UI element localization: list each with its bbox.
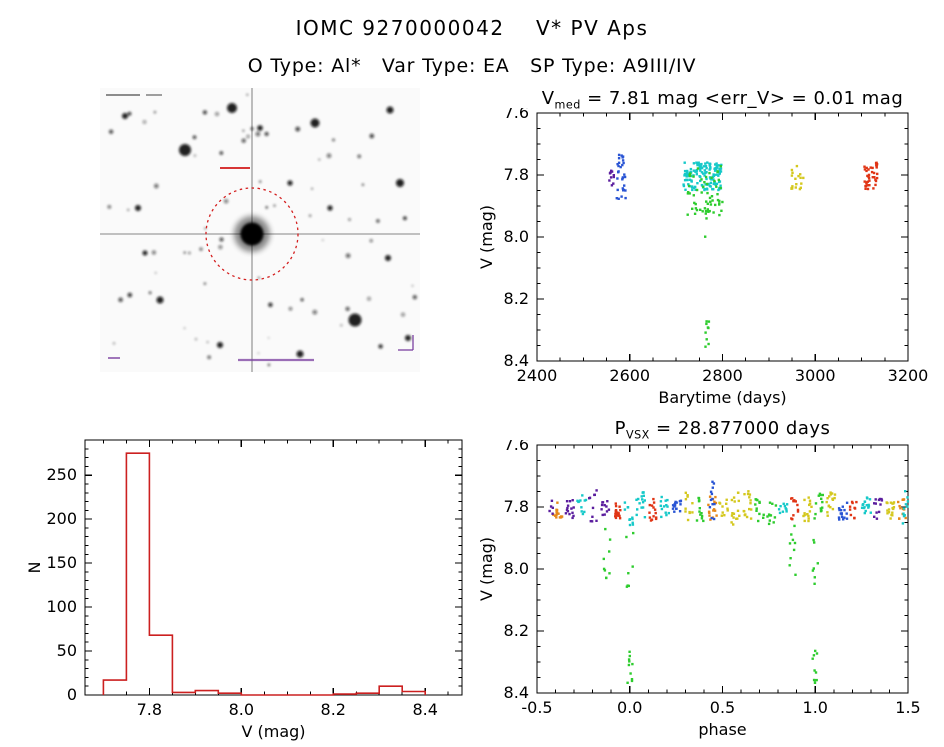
y-axis-label: V (mag) [477, 205, 496, 269]
y-tick-label: 8.2 [504, 289, 529, 308]
axes-frame [536, 112, 909, 362]
y-tick-label: 7.8 [504, 165, 529, 184]
y-tick-label: 7.6 [504, 440, 529, 454]
finder-chart-image [100, 88, 420, 372]
target-star [234, 216, 270, 252]
y-tick-label: 150 [46, 553, 77, 572]
y-tick-label: 0 [67, 685, 77, 704]
x-tick-label: 7.8 [137, 700, 162, 719]
x-tick-label: 8.0 [229, 700, 254, 719]
lightcurve-title-subscript: med [554, 98, 581, 112]
y-tick-label: 200 [46, 509, 77, 528]
y-tick-label: 250 [46, 465, 77, 484]
aperture-circle [205, 187, 299, 281]
lightcurve-title-prefix: V [541, 88, 555, 109]
y-tick-label: 8.0 [504, 559, 529, 578]
axes-frame [84, 439, 463, 696]
star-field [107, 93, 417, 367]
x-tick-label: 2400 [517, 366, 558, 385]
x-tick-label: 2600 [609, 366, 650, 385]
y-axis-label: N [25, 562, 44, 574]
phase-title: PVSX = 28.877000 days [537, 418, 908, 442]
data-points [608, 153, 879, 348]
x-tick-label: 0.0 [617, 698, 642, 717]
lightcurve-title-rest: = 7.81 mag <err_V> = 0.01 mag [580, 88, 904, 109]
page-title: IOMC 9270000042 V* PV Aps [295, 16, 649, 40]
lightcurve-plot: 2400 2600 2800 3000 3200 7.6 7.8 8.0 8.2 8.4 Baryt… [477, 108, 929, 407]
histogram-plot: 7.8 8.0 8.2 8.4 0 50 100 150 200 250 V (mag) N [25, 439, 463, 741]
histogram-steps [102, 452, 426, 696]
x-tick-label: 2800 [702, 366, 743, 385]
x-axis-label: Barytime (days) [658, 388, 786, 407]
axes [536, 112, 909, 362]
y-tick-label: 8.0 [504, 227, 529, 246]
x-tick-label: 3200 [888, 366, 929, 385]
phase-title-prefix: P [614, 418, 626, 439]
y-tick-label: 8.4 [504, 683, 529, 702]
y-tick-label: 100 [46, 597, 77, 616]
lightcurve-chart: Vmed = 7.81 mag <err_V> = 0.01 mag 2400 2… [470, 88, 944, 418]
x-tick-label: 8.4 [412, 700, 437, 719]
axes [84, 439, 463, 696]
x-axis-label: phase [698, 720, 746, 739]
y-axis-label: V (mag) [477, 537, 496, 601]
lightcurve-title: Vmed = 7.81 mag <err_V> = 0.01 mag [537, 88, 908, 112]
y-tick-label: 8.2 [504, 621, 529, 640]
phase-plot: -0.5 0.0 0.5 1.0 1.5 7.6 7.8 8.0 8.2 8.4 phase V (m… [477, 440, 921, 739]
x-tick-label: 8.2 [321, 700, 346, 719]
x-tick-label: -0.5 [521, 698, 552, 717]
page-subtitle: O Type: Al* Var Type: EA SP Type: A9III/… [247, 55, 697, 77]
finder-chart-svg [100, 88, 420, 372]
magnitude-histogram-chart: 7.8 8.0 8.2 8.4 0 50 100 150 200 250 V (mag) N [20, 425, 470, 747]
y-tick-label: 7.8 [504, 497, 529, 516]
annotation-marks [106, 94, 414, 362]
axes [536, 444, 909, 694]
y-tick-label: 7.6 [504, 108, 529, 122]
axes-frame [536, 444, 909, 694]
phase-title-subscript: VSX [625, 428, 650, 442]
y-tick-label: 50 [57, 641, 77, 660]
x-axis-label: V (mag) [241, 722, 305, 741]
data-points [548, 480, 910, 684]
phase-folded-chart: PVSX = 28.877000 days -0.5 0.0 0.5 1.0 1.5 7.… [470, 418, 944, 747]
x-tick-label: 1.0 [803, 698, 828, 717]
x-tick-label: 0.5 [710, 698, 735, 717]
phase-title-rest: = 28.877000 days [649, 418, 831, 439]
x-tick-label: 1.5 [895, 698, 920, 717]
x-tick-label: 3000 [795, 366, 836, 385]
y-tick-label: 8.4 [504, 351, 529, 370]
